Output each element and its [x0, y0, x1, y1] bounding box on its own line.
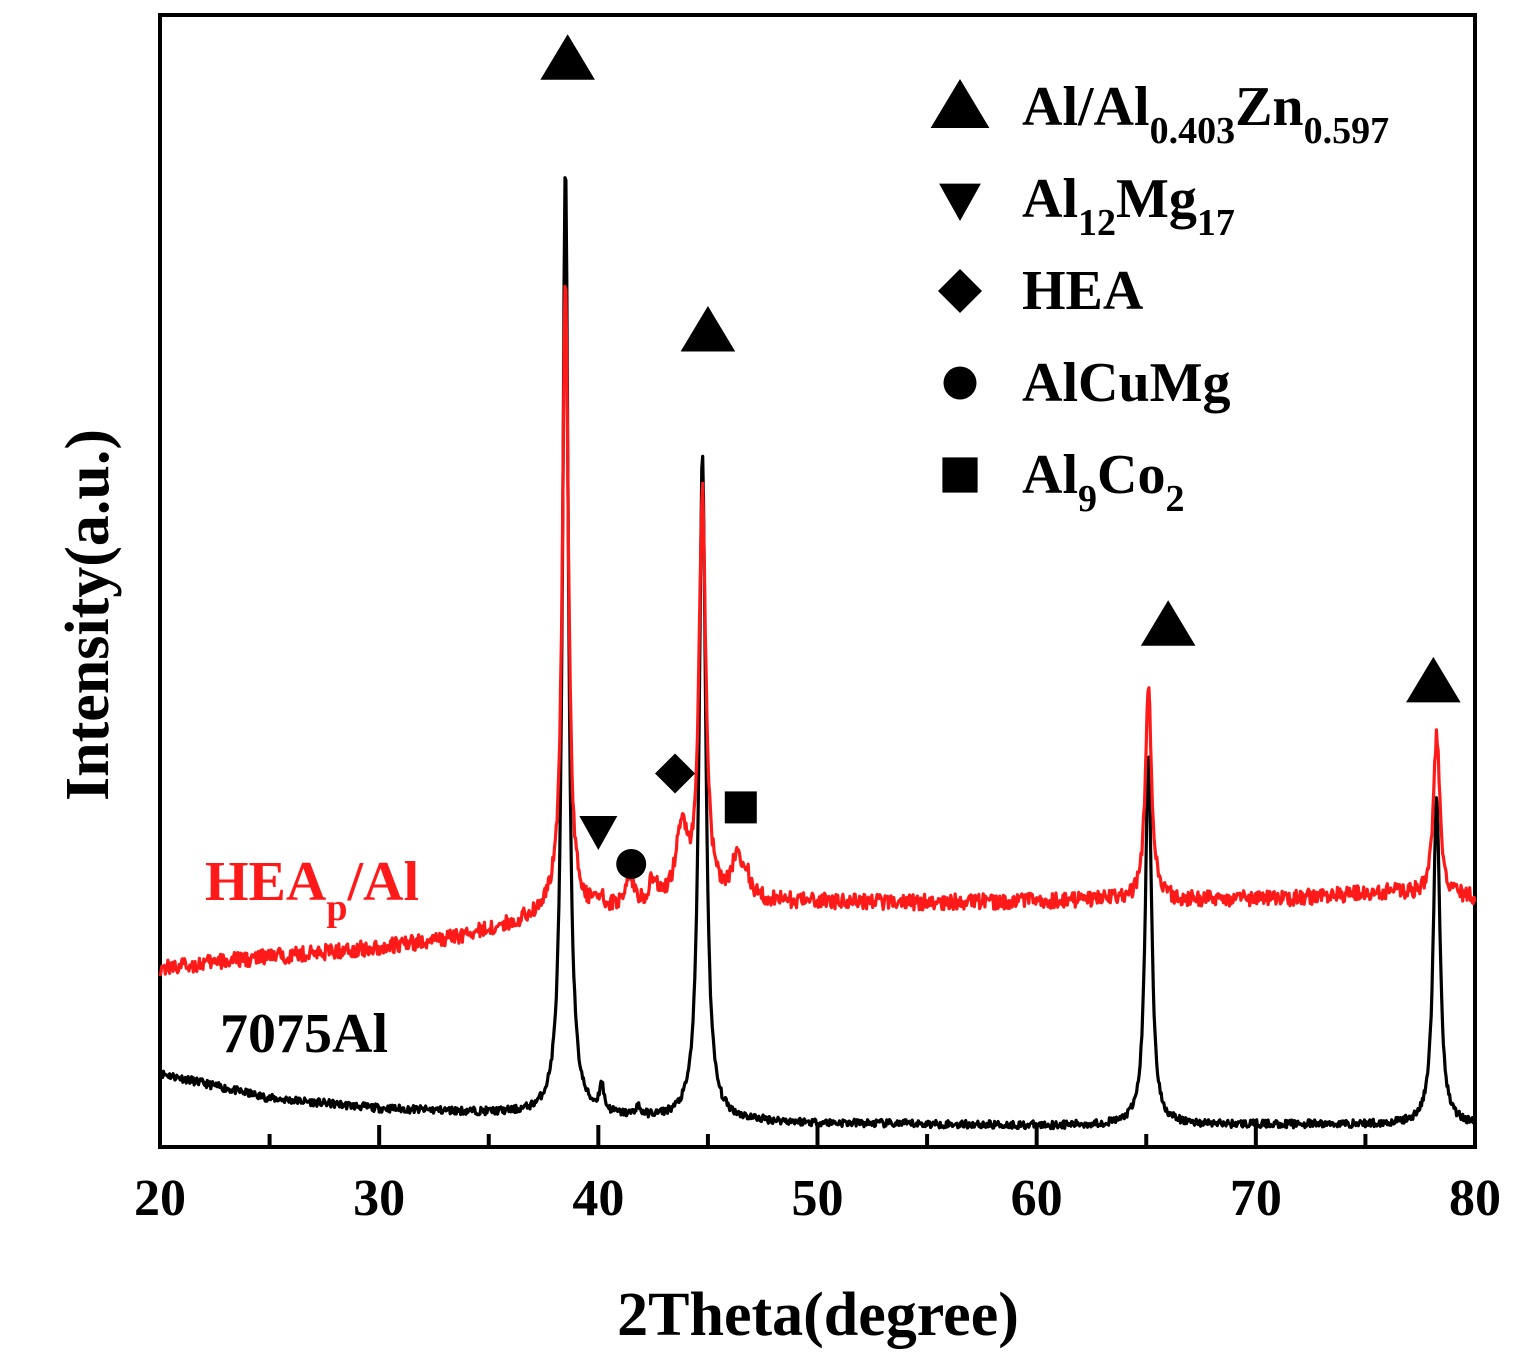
phase-marker-triangle-down-4 — [579, 816, 618, 851]
x-tick-label-30: 30 — [353, 1170, 405, 1227]
series-label-hea: HEAp/Al — [205, 851, 419, 929]
legend-marker-circle — [943, 366, 977, 400]
legend-label-0: Al/Al0.403Zn0.597 — [1022, 76, 1389, 152]
phase-marker-circle-5 — [616, 849, 647, 879]
x-tick-label-20: 20 — [134, 1170, 186, 1227]
legend-marker-triangle-up — [930, 79, 990, 128]
y-axis-title: Intensity(a.u.) — [54, 429, 122, 801]
phase-marker-square-7 — [724, 791, 757, 824]
x-tick-label-60: 60 — [1011, 1170, 1063, 1227]
x-tick-label-70: 70 — [1230, 1170, 1282, 1227]
legend-marker-triangle-down — [939, 183, 981, 221]
legend-label-3: AlCuMg — [1022, 352, 1230, 414]
x-axis: 20 30 40 50 60 70 80 — [134, 1125, 1501, 1227]
phase-marker-triangle-up-1 — [680, 305, 736, 352]
phase-marker-layer — [540, 34, 1461, 879]
x-axis-title: 2Theta(degree) — [617, 1281, 1019, 1349]
phase-marker-triangle-up-3 — [1406, 656, 1461, 703]
phase-marker-triangle-up-0 — [540, 34, 595, 80]
legend-label-1: Al12Mg17 — [1022, 168, 1235, 244]
legend: Al/Al0.403Zn0.597 Al12Mg17 HEA AlCuMg Al9Co2 — [930, 76, 1389, 520]
series-line-hea-p-al — [158, 284, 1477, 977]
legend-marker-diamond — [938, 269, 982, 313]
legend-label-4: Al9Co2 — [1022, 444, 1184, 520]
legend-marker-square — [942, 457, 978, 493]
x-tick-label-40: 40 — [572, 1170, 624, 1227]
series-label-7075al: 7075Al — [220, 1003, 388, 1065]
series-line-7075al — [158, 176, 1477, 1131]
series-layer — [158, 176, 1477, 1131]
legend-label-2: HEA — [1022, 260, 1144, 322]
x-tick-label-50: 50 — [792, 1170, 844, 1227]
x-tick-label-80: 80 — [1449, 1170, 1501, 1227]
plot-frame — [158, 13, 1477, 1149]
phase-marker-triangle-up-2 — [1140, 600, 1196, 646]
phase-marker-diamond-6 — [655, 753, 696, 794]
